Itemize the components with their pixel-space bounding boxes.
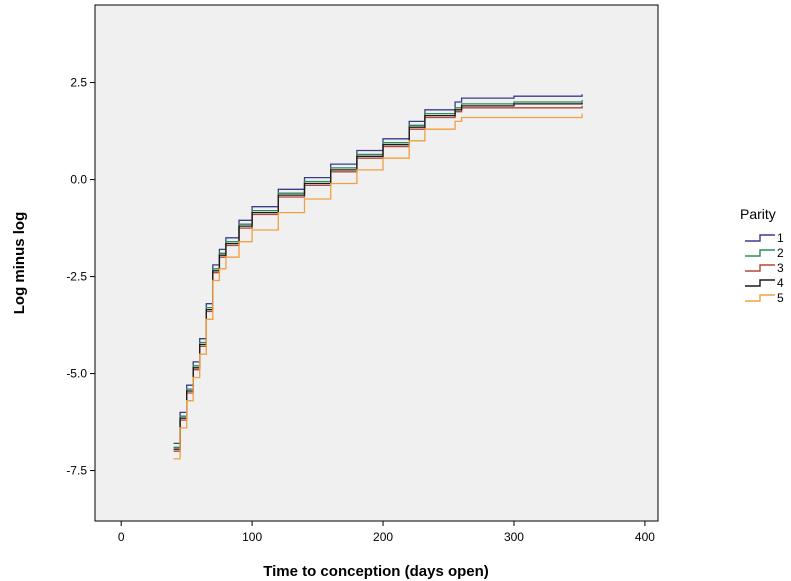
x-tick-label: 100 (242, 530, 262, 544)
y-tick-label: -5.0 (66, 367, 87, 381)
y-tick-label: 0.0 (70, 173, 87, 187)
legend-label: 2 (777, 246, 784, 260)
legend-swatch-3 (745, 264, 775, 272)
legend-label: 5 (777, 291, 784, 305)
x-tick-label: 300 (504, 530, 524, 544)
x-tick-label: 400 (635, 530, 655, 544)
x-tick-label: 0 (118, 530, 125, 544)
plot-area (94, 4, 659, 522)
legend-swatch-5 (745, 294, 775, 302)
series-lines (173, 94, 583, 460)
legend-swatch-1 (745, 234, 775, 242)
legend-label: 1 (777, 231, 784, 245)
legend-label: 4 (777, 276, 784, 290)
legend-label: 3 (777, 261, 784, 275)
x-axis-title: Time to conception (days open) (263, 563, 489, 580)
legend-swatch-4 (745, 279, 775, 287)
y-tick-label: 2.5 (70, 76, 87, 90)
legend-swatch-2 (745, 249, 775, 257)
y-axis-title: Log minus log (11, 212, 28, 315)
series-line-5 (173, 113, 583, 460)
x-tick-label: 200 (373, 530, 393, 544)
y-tick-label: -7.5 (66, 464, 87, 478)
x-axis: 0 100 200 300 400 (118, 521, 655, 544)
y-axis: -7.5 -5.0 -2.5 0.0 2.5 (66, 76, 95, 478)
y-tick-label: -2.5 (66, 270, 87, 284)
legend-title: Parity (740, 206, 776, 222)
